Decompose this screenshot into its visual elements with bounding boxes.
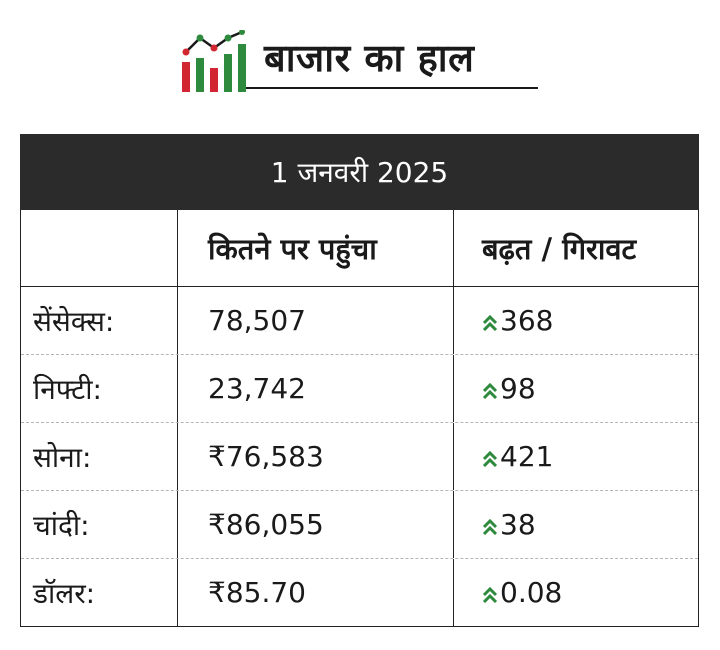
column-header-value: कितने पर पहुंचा (178, 210, 454, 286)
row-change: 98 (454, 355, 698, 422)
row-value: 23,742 (178, 355, 454, 422)
column-header-name (21, 210, 178, 286)
change-value: 421 (500, 440, 554, 473)
row-change: 0.08 (454, 559, 698, 626)
row-name: डॉलर: (21, 559, 178, 626)
row-value: ₹76,583 (178, 423, 454, 490)
page-header: बाजार का हाल (180, 30, 540, 92)
row-change: 368 (454, 287, 698, 354)
row-name: सोना: (21, 423, 178, 490)
column-header-change: बढ़त / गिरावट (482, 231, 637, 266)
row-value: ₹86,055 (178, 491, 454, 558)
row-value: 78,507 (178, 287, 454, 354)
title-underline (246, 87, 538, 89)
double-chevron-up-icon (482, 382, 498, 399)
table-row: निफ्टी: 23,742 98 (21, 354, 698, 422)
table-row: सेंसेक्स: 78,507 368 (21, 286, 698, 354)
date-banner: 1 जनवरी 2025 (20, 134, 699, 210)
double-chevron-up-icon (482, 518, 498, 535)
table-header-row: कितने पर पहुंचा बढ़त / गिरावट (21, 210, 698, 286)
change-value: 0.08 (500, 576, 563, 609)
market-table: 1 जनवरी 2025 कितने पर पहुंचा बढ़त / गिरा… (20, 134, 699, 627)
change-value: 98 (500, 372, 536, 405)
row-change: 421 (454, 423, 698, 490)
row-name: चांदी: (21, 491, 178, 558)
row-value: ₹85.70 (178, 559, 454, 626)
change-value: 38 (500, 508, 536, 541)
table-row: चांदी: ₹86,055 38 (21, 490, 698, 558)
row-change: 38 (454, 491, 698, 558)
double-chevron-up-icon (482, 586, 498, 603)
page-title: बाजार का हाल (264, 36, 475, 80)
double-chevron-up-icon (482, 450, 498, 467)
change-value: 368 (500, 304, 554, 337)
row-name: सेंसेक्स: (21, 287, 178, 354)
market-chart-icon (182, 30, 246, 92)
double-chevron-up-icon (482, 314, 498, 331)
table-row: डॉलर: ₹85.70 0.08 (21, 558, 698, 626)
table-row: सोना: ₹76,583 421 (21, 422, 698, 490)
row-name: निफ्टी: (21, 355, 178, 422)
